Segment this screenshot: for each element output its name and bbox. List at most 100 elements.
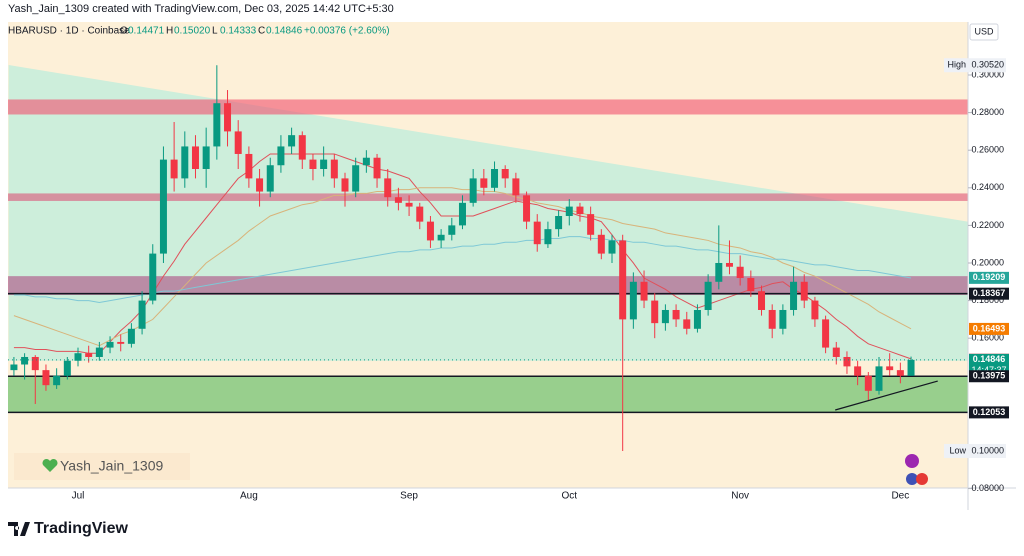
legend-text: 0.14846 [266,26,303,37]
price-tag-label: 0.14846 [973,354,1006,364]
legend-text: HBARUSD · 1D · Coinbase [8,26,130,37]
y-tick-label: 0.20000 [971,257,1004,267]
candle-body [758,291,766,310]
candle-body [266,165,274,192]
candle-body [95,347,103,357]
price-tag [969,287,1009,300]
y-tick-label: 0.08000 [971,483,1004,493]
candle-body [245,153,253,179]
legend-text: L [212,26,218,37]
candle-body [672,309,680,320]
candle-body [843,356,851,367]
candle-body [277,146,285,166]
zone [8,276,968,295]
candle-body [138,300,146,329]
event-icon[interactable] [916,473,928,485]
candle-body [373,157,381,179]
candle-body [597,234,605,254]
candle-body [202,146,210,169]
currency[interactable]: USD [974,26,994,36]
heart-icon [42,458,58,472]
candle-body [341,178,349,192]
candle-body [886,366,894,371]
legend-text: C [258,26,265,37]
candle-body [426,221,434,241]
candle-body [875,366,883,391]
legend-text: O [120,26,128,37]
x-tick-label: Oct [561,491,577,502]
candle-body [491,168,499,188]
candle-body [256,178,264,192]
candle-body [469,178,477,203]
candle-body [21,356,29,365]
candle-body [896,370,904,376]
y-tick-label: 0.16000 [971,333,1004,343]
candle-body [747,278,755,292]
zone [8,193,968,201]
candle-body [619,240,627,320]
candle-body [127,328,135,344]
candle-body [10,364,18,371]
price-tag-label: 0.19209 [973,272,1006,282]
candle-body [106,341,114,348]
candle-body [352,165,360,192]
candle-body [85,353,93,357]
legend-text: 0.14471 [128,26,165,37]
candle-body [31,356,39,371]
candle-body [170,159,178,179]
legend-text: +0.00376 (+2.60%) [304,26,390,37]
y-tick-label: 0.26000 [971,145,1004,155]
candle-body [63,360,71,376]
candle-body [117,341,125,344]
candle-body [854,366,862,376]
candle-body [159,159,167,254]
candle-body [437,234,445,241]
extreme-tag [944,443,1006,458]
extreme-title: Low [949,445,966,455]
legend-text: 0.14333 [220,26,257,37]
candle-body [779,309,787,329]
candle-body [512,178,520,196]
zone [8,376,968,413]
candle-body [309,159,317,169]
candle-body [362,157,370,166]
candle-body [651,300,659,324]
moving-average [13,187,912,347]
event-icon[interactable] [905,454,919,468]
candle-body [448,225,456,235]
logo-text: TradingView [34,520,129,537]
price-tag-label: 0.12053 [973,407,1006,417]
price-tag-label: 0.16493 [973,323,1006,333]
x-tick-label: Sep [400,491,418,502]
candle-body [384,178,392,198]
legend-text: 0.15020 [174,26,211,37]
candle-body [523,195,531,222]
price-tag [969,271,1009,284]
candle-body [330,159,338,179]
event-icon[interactable] [906,473,918,485]
moving-average [13,236,912,303]
extreme-title: High [947,60,966,70]
candle-body [736,266,744,279]
candle-body [320,159,328,169]
x-tick-label: Dec [891,491,909,502]
candle-body [149,253,157,301]
candle-body [544,229,552,245]
y-tick-label: 0.28000 [971,107,1004,117]
candle-body [416,206,424,222]
currency-button[interactable] [969,23,999,41]
candle-body [288,135,296,147]
zone [8,99,968,115]
candle-body [693,309,701,329]
x-tick-label: Aug [240,491,258,502]
candle-body [224,103,232,132]
candle-body [811,300,819,320]
candle-body [181,146,189,179]
price-tag [969,322,1009,335]
candle-body [555,215,563,230]
extreme-value: 0.10000 [971,445,1004,455]
x-tick-label: Jul [72,491,85,502]
candle-body [405,202,413,207]
